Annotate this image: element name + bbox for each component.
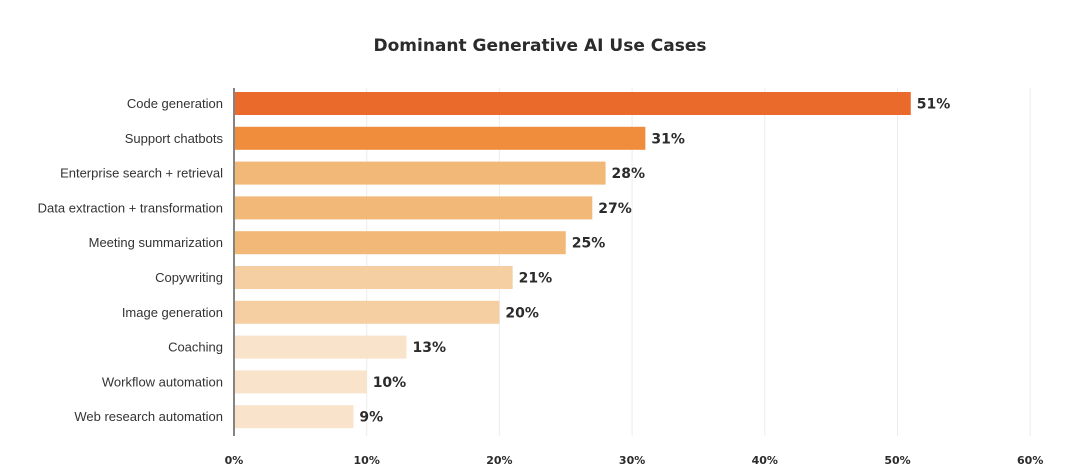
value-label: 27% xyxy=(598,201,632,217)
bar xyxy=(235,370,367,394)
value-label: 31% xyxy=(651,131,685,147)
category-label: Enterprise search + retrieval xyxy=(60,166,223,181)
category-label: Data extraction + transformation xyxy=(38,200,223,215)
x-tick-label: 0% xyxy=(225,454,244,466)
bar xyxy=(235,196,593,220)
value-label: 20% xyxy=(505,305,539,321)
bars xyxy=(235,92,911,429)
category-label: Copywriting xyxy=(155,270,223,285)
value-label: 25% xyxy=(572,236,606,252)
category-label: Coaching xyxy=(168,340,223,355)
chart-title: Dominant Generative AI Use Cases xyxy=(373,36,707,56)
bar xyxy=(235,231,566,255)
value-label: 9% xyxy=(359,410,383,426)
bar xyxy=(235,92,911,115)
x-tick-label: 50% xyxy=(884,454,910,466)
x-tick-label: 40% xyxy=(752,454,778,466)
value-label: 51% xyxy=(917,97,951,113)
bar xyxy=(235,405,354,429)
x-tick-label: 30% xyxy=(619,454,645,466)
value-label: 10% xyxy=(373,375,407,391)
x-tick-label: 60% xyxy=(1017,454,1043,466)
category-label: Support chatbots xyxy=(125,131,224,146)
bar xyxy=(235,300,500,324)
bar xyxy=(235,126,646,150)
category-label: Meeting summarization xyxy=(89,235,223,250)
category-label: Image generation xyxy=(122,305,223,320)
value-label: 28% xyxy=(612,166,646,182)
category-label: Workflow automation xyxy=(102,374,223,389)
category-label: Code generation xyxy=(127,96,223,111)
labels: 0% 10% 20% 30% 40% 50% 60% Code generation 51% Su… xyxy=(38,96,1044,466)
x-tick-label: 20% xyxy=(486,454,512,466)
bar xyxy=(235,266,513,289)
category-label: Web research automation xyxy=(74,409,223,424)
bar xyxy=(235,335,407,359)
value-label: 13% xyxy=(413,340,447,356)
x-tick-label: 10% xyxy=(354,454,380,466)
value-label: 21% xyxy=(519,271,553,287)
bar xyxy=(235,161,606,185)
